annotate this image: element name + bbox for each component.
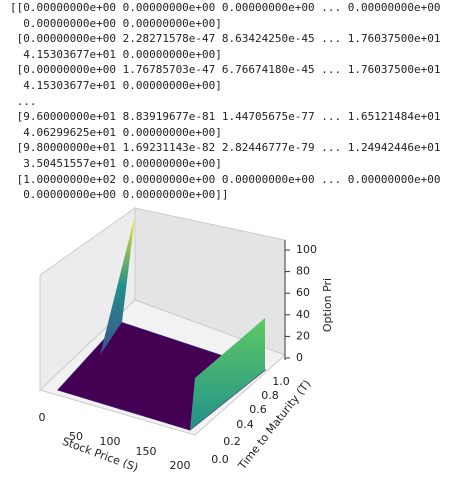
cell-output: [[0.00000000e+00 0.00000000e+00 0.000000… xyxy=(10,0,440,203)
x-tick-label: 150 xyxy=(136,445,157,458)
z-tick-label: 100 xyxy=(296,243,317,256)
output-line: 4.06299625e+01 0.00000000e+00] xyxy=(10,125,222,139)
y-tick-label: 0.8 xyxy=(261,389,279,402)
y-tick-label: 0.6 xyxy=(249,403,267,416)
y-tick-label: 0.4 xyxy=(236,418,254,431)
z-tick-label: 40 xyxy=(296,308,310,321)
y-tick-label: 0.2 xyxy=(223,435,241,448)
output-line: 4.15303677e+01 0.00000000e+00] xyxy=(10,78,222,92)
z-tick-label: 20 xyxy=(296,329,310,342)
x-tick-label: 100 xyxy=(100,435,121,448)
surface-spike xyxy=(100,215,135,355)
y-tick-label: 1.0 xyxy=(272,375,290,388)
x-tick-label: 0 xyxy=(39,411,46,424)
z-axis-label: Option Pri xyxy=(321,278,334,332)
output-line: [9.60000000e+01 8.83919677e-81 1.4470567… xyxy=(10,110,441,124)
output-line: 3.50451557e+01 0.00000000e+00] xyxy=(10,156,222,170)
z-tick-label: 0 xyxy=(296,351,303,364)
output-line: [[0.00000000e+00 0.00000000e+00 0.000000… xyxy=(10,1,441,14)
y-tick-label: 0.0 xyxy=(211,453,229,466)
output-line: [9.80000000e+01 1.69231143e-82 2.8244677… xyxy=(10,141,441,155)
output-line: 4.15303677e+01 0.00000000e+00] xyxy=(10,47,222,61)
output-line: ... xyxy=(10,94,37,108)
z-tick-label: 60 xyxy=(296,286,310,299)
surface-ridge xyxy=(190,318,265,430)
output-line: 0.00000000e+00 0.00000000e+00] xyxy=(10,16,222,30)
z-tick-label: 80 xyxy=(296,265,310,278)
x-tick-label: 50 xyxy=(69,430,83,443)
x-tick-label: 200 xyxy=(170,459,191,472)
output-line: [0.00000000e+00 2.28271578e-47 8.6342425… xyxy=(10,32,441,46)
output-line: 0.00000000e+00 0.00000000e+00]] xyxy=(10,188,229,202)
output-line: [0.00000000e+00 1.76785703e-47 6.7667418… xyxy=(10,63,441,77)
output-line: [1.00000000e+02 0.00000000e+00 0.0000000… xyxy=(10,172,441,186)
